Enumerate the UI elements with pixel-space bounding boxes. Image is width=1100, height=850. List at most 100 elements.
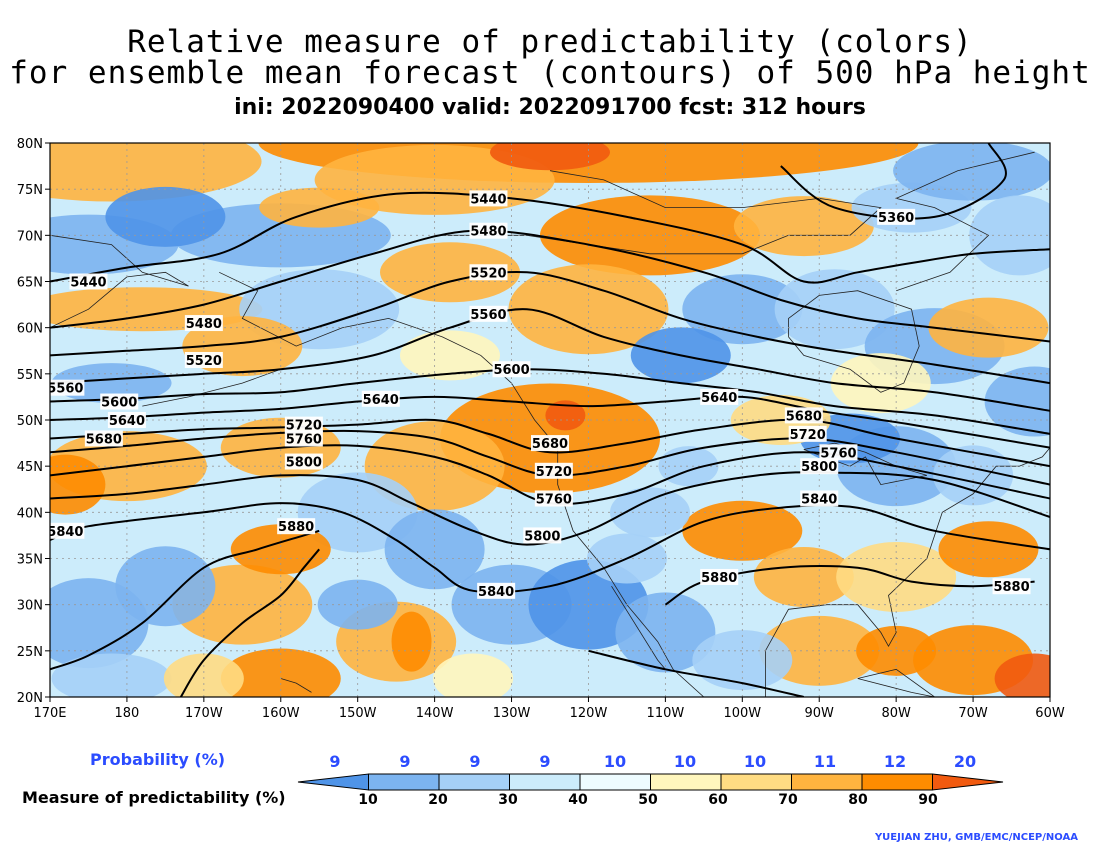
colorbar-tick: 30 — [498, 792, 518, 808]
contour-label-bg — [784, 407, 823, 424]
chart-title: Relative measure of predictability (colo… — [127, 24, 973, 60]
lat-label: 75N — [17, 183, 43, 198]
lon-label: 170E — [33, 706, 66, 721]
contour-label: 5440 — [470, 192, 506, 207]
contour-label-bg — [361, 390, 400, 407]
coastline — [280, 678, 312, 693]
colorbar-swatch — [579, 773, 651, 791]
colorbar-swatch — [861, 773, 933, 791]
colorbar-tick: 20 — [428, 792, 448, 808]
contour-label: 5800 — [524, 529, 560, 544]
lat-label: 25N — [17, 645, 43, 660]
colorbar-swatch — [720, 773, 792, 791]
contour-label: 5640 — [363, 393, 399, 408]
lon-label: 100W — [723, 706, 761, 721]
contour-label-bg — [492, 361, 531, 378]
contour-label: 5640 — [109, 414, 145, 429]
contour-label-bg — [800, 490, 839, 507]
contour-label: 5680 — [86, 432, 122, 447]
colorbar-swatch — [650, 773, 722, 791]
lat-label: 50N — [17, 414, 43, 429]
contour-label-bg — [700, 388, 739, 405]
contour-line-5800 — [50, 471, 1050, 546]
coastline — [857, 668, 935, 697]
contour-label: 5880 — [993, 580, 1029, 595]
colorbar-swatch — [368, 773, 440, 791]
contour-label-bg — [69, 273, 108, 290]
lat-label: 60N — [17, 322, 43, 337]
probability-value: 10 — [673, 752, 697, 771]
predictability-field — [50, 143, 1050, 697]
contour-label-bg — [700, 568, 739, 585]
contour-label-bg — [531, 435, 569, 452]
colorbar-tick: 80 — [848, 792, 868, 808]
coastline — [611, 585, 666, 670]
contour-label: 5840 — [801, 492, 837, 507]
probability-value: 20 — [953, 752, 977, 771]
lon-label: 140W — [416, 706, 454, 721]
contour-label: 5480 — [470, 225, 506, 240]
contour-line-5880 — [588, 649, 805, 697]
contour-label-bg — [184, 351, 223, 368]
contour-label: 5840 — [47, 525, 83, 540]
lon-label: 180 — [115, 706, 140, 721]
contour-label: 5520 — [186, 354, 222, 369]
contour-label-bg — [184, 315, 223, 332]
colorbar-tick: 40 — [568, 792, 588, 808]
colorbar-swatch — [297, 773, 369, 791]
lon-label: 110W — [647, 706, 685, 721]
contour-line-5880 — [50, 529, 320, 671]
contour-label-bg — [284, 430, 323, 447]
contour-label: 5800 — [801, 460, 837, 475]
lon-label: 60W — [1035, 706, 1065, 721]
contour-label: 5560 — [47, 382, 83, 397]
probability-value: 12 — [883, 752, 907, 771]
contour-label: 5520 — [470, 266, 506, 281]
contour-label-bg — [277, 518, 316, 535]
coastline — [50, 234, 189, 329]
contour-label: 5760 — [536, 492, 572, 507]
lat-label: 65N — [17, 276, 43, 291]
contour-line-5880 — [179, 548, 320, 697]
contour-line-5360 — [780, 143, 1007, 220]
lon-label: 130W — [493, 706, 531, 721]
contour-label-bg — [284, 416, 323, 433]
contour-label: 5720 — [790, 428, 826, 443]
lon-label: 150W — [339, 706, 377, 721]
colorbar — [297, 773, 1004, 791]
contour-label-bg — [877, 208, 916, 225]
contour-line-5640 — [50, 395, 1050, 449]
coastline — [788, 290, 920, 393]
lat-label: 80N — [17, 137, 43, 152]
contour-label-bg — [50, 522, 85, 539]
height-contours: 5360 5440 5440 5480 5480 5520 5520 5560 5560 5600… — [47, 143, 1050, 697]
colorbar-tick: 70 — [778, 792, 798, 808]
lon-label: 70W — [958, 706, 988, 721]
coastline — [894, 151, 1035, 292]
contour-label: 5680 — [532, 437, 568, 452]
contour-label: 5360 — [878, 211, 914, 226]
contour-label-bg — [819, 444, 858, 461]
contour-label-bg — [107, 412, 146, 428]
contour-label: 5800 — [286, 456, 322, 471]
probability-value: 10 — [603, 752, 627, 771]
contour-label: 5440 — [70, 276, 106, 291]
contour-label-bg — [477, 582, 516, 599]
contour-line-5480 — [50, 229, 1050, 343]
colorbar-tick: 90 — [918, 792, 938, 808]
probability-value: 9 — [329, 752, 341, 771]
probability-value: 9 — [539, 752, 551, 771]
contour-line-5440 — [50, 191, 1050, 284]
contour-label: 5600 — [493, 363, 529, 378]
axis-labels: 80N75N70N65N60N55N50N45N40N35N30N25N20N1… — [17, 137, 1065, 721]
colorbar-tick: 10 — [358, 792, 378, 808]
lat-label: 40N — [17, 506, 43, 521]
contour-label-bg — [800, 458, 839, 475]
lat-label: 70N — [17, 229, 43, 244]
contour-label: 5720 — [536, 465, 572, 480]
contour-label: 5600 — [101, 396, 137, 411]
colorbar-swatch — [932, 773, 1004, 791]
coastline — [142, 368, 281, 407]
contour-label-bg — [992, 578, 1031, 595]
